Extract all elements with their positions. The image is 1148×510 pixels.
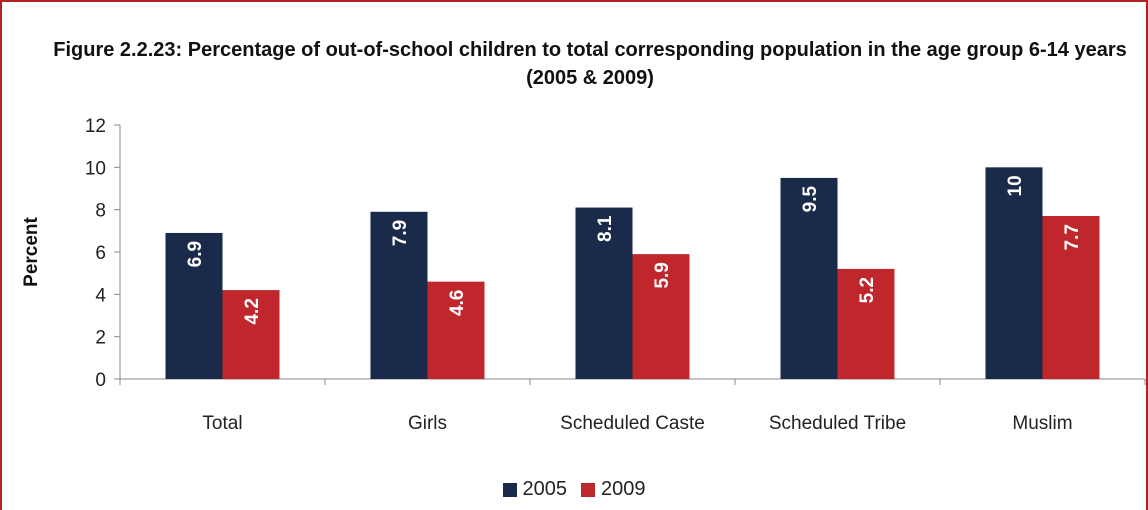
data-label-2005-1: 7.9 xyxy=(390,220,411,246)
y-tick-label: 6 xyxy=(95,243,106,264)
bar-2009-2 xyxy=(632,254,690,379)
data-label-2005-3: 9.5 xyxy=(800,185,821,212)
bar-2005-3 xyxy=(780,177,838,379)
legend-item-2009: 2009 xyxy=(581,478,646,501)
legend: 2005 2009 xyxy=(0,478,1148,501)
y-tick-label: 4 xyxy=(95,285,106,306)
data-label-2005-0: 6.9 xyxy=(185,241,206,267)
bar-2005-4 xyxy=(985,167,1043,379)
data-label-2009-2: 5.9 xyxy=(652,262,673,288)
bar-2009-1 xyxy=(427,281,485,379)
data-label-2009-3: 5.2 xyxy=(857,277,878,303)
y-tick-label: 10 xyxy=(85,158,106,179)
legend-label-2009: 2009 xyxy=(601,478,646,500)
bar-2005-1 xyxy=(370,211,428,379)
data-label-2005-2: 8.1 xyxy=(595,215,616,242)
legend-item-2005: 2005 xyxy=(502,478,568,501)
bar-2009-0 xyxy=(222,290,280,379)
bar-2009-3 xyxy=(837,268,895,379)
chart-title: Figure 2.2.23: Percentage of out-of-scho… xyxy=(53,39,1127,89)
data-label-2009-4: 7.7 xyxy=(1062,224,1083,250)
bar-2009-4 xyxy=(1042,216,1100,379)
data-label-2009-1: 4.6 xyxy=(447,290,468,316)
category-label: Girls xyxy=(408,413,447,434)
y-tick-label: 12 xyxy=(85,116,106,137)
data-label-2009-0: 4.2 xyxy=(242,298,263,324)
data-label-2005-4: 10 xyxy=(1005,175,1026,196)
category-label: Scheduled Tribe xyxy=(769,413,906,434)
legend-label-2005: 2005 xyxy=(522,478,568,500)
category-label: Muslim xyxy=(1012,413,1072,434)
category-label: Scheduled Caste xyxy=(560,413,705,434)
y-tick-label: 8 xyxy=(95,201,106,222)
category-label: Total xyxy=(202,413,242,434)
y-tick-label: 2 xyxy=(95,328,106,349)
bar-2005-2 xyxy=(575,207,633,379)
y-tick-label: 0 xyxy=(95,370,106,391)
legend-swatch-2009 xyxy=(581,482,595,497)
legend-swatch-2005 xyxy=(502,482,517,497)
bar-2005-0 xyxy=(165,232,223,379)
